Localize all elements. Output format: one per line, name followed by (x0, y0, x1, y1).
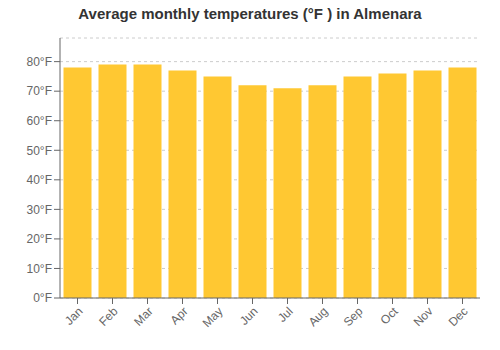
svg-text:Nov: Nov (411, 304, 436, 329)
svg-text:20°F: 20°F (27, 232, 52, 246)
svg-text:Aug: Aug (306, 304, 331, 329)
svg-text:May: May (200, 304, 226, 330)
svg-text:0°F: 0°F (33, 291, 52, 305)
svg-text:Apr: Apr (168, 304, 191, 327)
svg-text:Jul: Jul (275, 304, 296, 325)
svg-text:10°F: 10°F (27, 262, 52, 276)
svg-text:Feb: Feb (96, 304, 121, 329)
svg-text:80°F: 80°F (27, 55, 52, 69)
svg-text:40°F: 40°F (27, 173, 52, 187)
svg-text:Jan: Jan (62, 304, 86, 328)
svg-text:Jun: Jun (237, 304, 261, 328)
svg-text:Oct: Oct (378, 304, 402, 328)
svg-text:70°F: 70°F (27, 84, 52, 98)
svg-text:50°F: 50°F (27, 144, 52, 158)
svg-text:60°F: 60°F (27, 114, 52, 128)
svg-text:Dec: Dec (446, 304, 471, 329)
svg-text:Sep: Sep (341, 304, 366, 329)
svg-text:30°F: 30°F (27, 203, 52, 217)
svg-text:Mar: Mar (131, 304, 156, 329)
html-text:Average monthly temperatures (: Average monthly temperatures (°F ) in Al… (78, 5, 422, 22)
